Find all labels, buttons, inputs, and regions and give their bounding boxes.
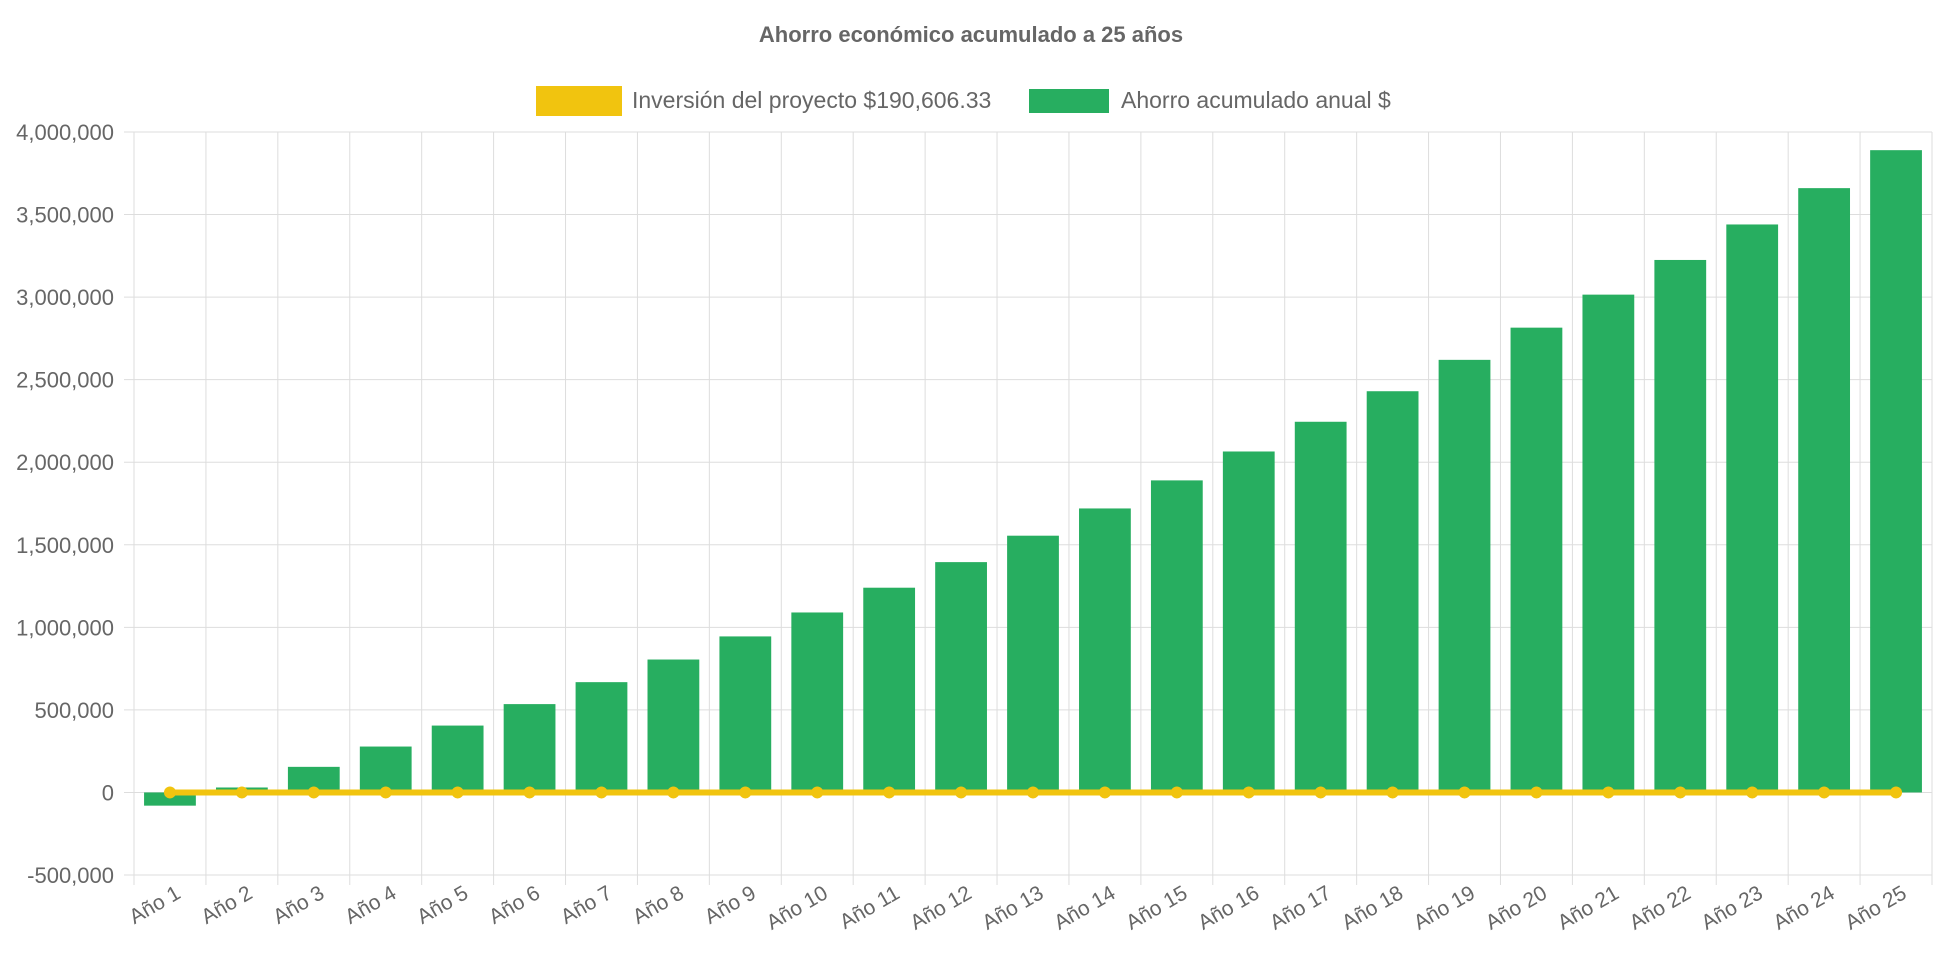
y-axis: -500,000 0 500,000 1,000,000 1,500,000 2,000,…: [16, 120, 114, 888]
investment-point-25[interactable]: [1890, 786, 1903, 799]
investment-point-24[interactable]: [1818, 786, 1831, 799]
chart-title: Ahorro económico acumulado a 25 años: [759, 22, 1183, 47]
y-tick-label: 1,000,000: [16, 615, 114, 640]
bar-19[interactable]: [1438, 359, 1491, 793]
y-tick-label: 2,000,000: [16, 450, 114, 475]
investment-point-9[interactable]: [739, 786, 752, 799]
legend: Inversión del proyecto $190,606.33 Ahorr…: [536, 86, 1391, 116]
y-tick-label: 500,000: [34, 698, 114, 723]
x-tick-label: Año 15: [1122, 881, 1191, 934]
x-tick-label: Año 1: [125, 881, 184, 928]
investment-point-15[interactable]: [1170, 786, 1183, 799]
investment-point-11[interactable]: [883, 786, 896, 799]
grid: [124, 131, 1933, 885]
x-tick-label: Año 17: [1266, 881, 1335, 934]
x-tick-label: Año 4: [341, 881, 400, 929]
investment-point-6[interactable]: [523, 786, 536, 799]
bar-22[interactable]: [1654, 259, 1707, 793]
investment-point-1[interactable]: [163, 786, 176, 799]
investment-point-10[interactable]: [811, 786, 824, 799]
investment-point-5[interactable]: [451, 786, 464, 799]
y-tick-label: 1,500,000: [16, 533, 114, 558]
x-tick-label: Año 8: [629, 881, 688, 928]
y-tick-label: 3,000,000: [16, 285, 114, 310]
legend-label-investment[interactable]: Inversión del proyecto $190,606.33: [632, 87, 991, 113]
legend-swatch-savings[interactable]: [1029, 89, 1109, 113]
bar-8[interactable]: [647, 659, 700, 793]
line-series-investment: [163, 786, 1903, 799]
investment-point-13[interactable]: [1027, 786, 1039, 799]
x-tick-label: Año 12: [906, 881, 975, 934]
x-tick-label: Año 24: [1769, 881, 1838, 934]
investment-point-23[interactable]: [1746, 786, 1759, 799]
bar-21[interactable]: [1582, 294, 1635, 793]
investment-point-3[interactable]: [307, 786, 320, 799]
investment-point-14[interactable]: [1098, 786, 1111, 799]
investment-point-2[interactable]: [235, 786, 248, 799]
bar-5[interactable]: [431, 725, 484, 793]
y-tick-label: 4,000,000: [16, 120, 114, 145]
investment-point-8[interactable]: [667, 786, 680, 799]
bar-20[interactable]: [1510, 327, 1563, 793]
investment-point-20[interactable]: [1530, 786, 1543, 799]
x-tick-label: Año 10: [763, 881, 832, 934]
x-tick-label: Año 16: [1194, 881, 1263, 934]
y-tick-label: -500,000: [27, 863, 114, 888]
bar-9[interactable]: [719, 636, 772, 793]
x-tick-label: Año 3: [269, 881, 328, 928]
x-tick-label: Año 9: [701, 881, 760, 928]
x-tick-label: Año 13: [978, 881, 1047, 934]
bar-23[interactable]: [1726, 224, 1779, 793]
x-tick-label: Año 19: [1410, 881, 1479, 934]
bar-15[interactable]: [1150, 480, 1203, 793]
investment-point-21[interactable]: [1602, 786, 1615, 799]
investment-point-4[interactable]: [379, 786, 392, 799]
y-tick-label: 2,500,000: [16, 368, 114, 393]
x-tick-label: Año 22: [1626, 881, 1695, 934]
legend-label-savings[interactable]: Ahorro acumulado anual $: [1121, 87, 1391, 113]
x-tick-label: Año 7: [557, 881, 616, 928]
legend-swatch-investment[interactable]: [536, 86, 622, 116]
x-tick-label: Año 6: [485, 881, 544, 928]
bar-series-savings: [144, 150, 1922, 806]
x-tick-label: Año 23: [1698, 881, 1767, 934]
y-tick-label: 0: [102, 780, 114, 805]
bar-7[interactable]: [575, 682, 628, 793]
x-tick-label: Año 20: [1482, 881, 1551, 934]
bar-10[interactable]: [791, 612, 844, 793]
x-tick-label: Año 21: [1554, 881, 1623, 934]
bar-24[interactable]: [1798, 188, 1851, 793]
bar-16[interactable]: [1222, 451, 1275, 793]
bar-18[interactable]: [1366, 391, 1419, 793]
investment-point-17[interactable]: [1314, 786, 1327, 799]
x-tick-label: Año 18: [1338, 881, 1407, 934]
x-axis: Año 1 Año 2 Año 3 Año 4 Año 5 Año 6 Año 7 Año 8…: [125, 881, 1910, 934]
bar-4[interactable]: [359, 746, 412, 793]
bar-12[interactable]: [935, 562, 987, 793]
bar-13[interactable]: [1007, 535, 1059, 793]
x-tick-label: Año 14: [1050, 881, 1119, 934]
x-tick-label: Año 11: [836, 881, 904, 933]
bar-11[interactable]: [863, 587, 916, 793]
investment-point-22[interactable]: [1674, 786, 1687, 799]
bar-25[interactable]: [1870, 150, 1922, 793]
investment-point-7[interactable]: [595, 786, 608, 799]
x-tick-label: Año 2: [197, 881, 256, 928]
bar-6[interactable]: [503, 704, 556, 793]
investment-point-12[interactable]: [955, 786, 968, 799]
y-tick-label: 3,500,000: [16, 203, 114, 228]
bar-17[interactable]: [1294, 421, 1347, 793]
bar-1[interactable]: [144, 792, 196, 806]
investment-point-16[interactable]: [1242, 786, 1255, 799]
bar-14[interactable]: [1079, 508, 1131, 793]
investment-point-19[interactable]: [1458, 786, 1471, 799]
investment-point-18[interactable]: [1386, 786, 1399, 799]
x-tick-label: Año 25: [1841, 881, 1910, 934]
x-tick-label: Año 5: [413, 881, 472, 928]
